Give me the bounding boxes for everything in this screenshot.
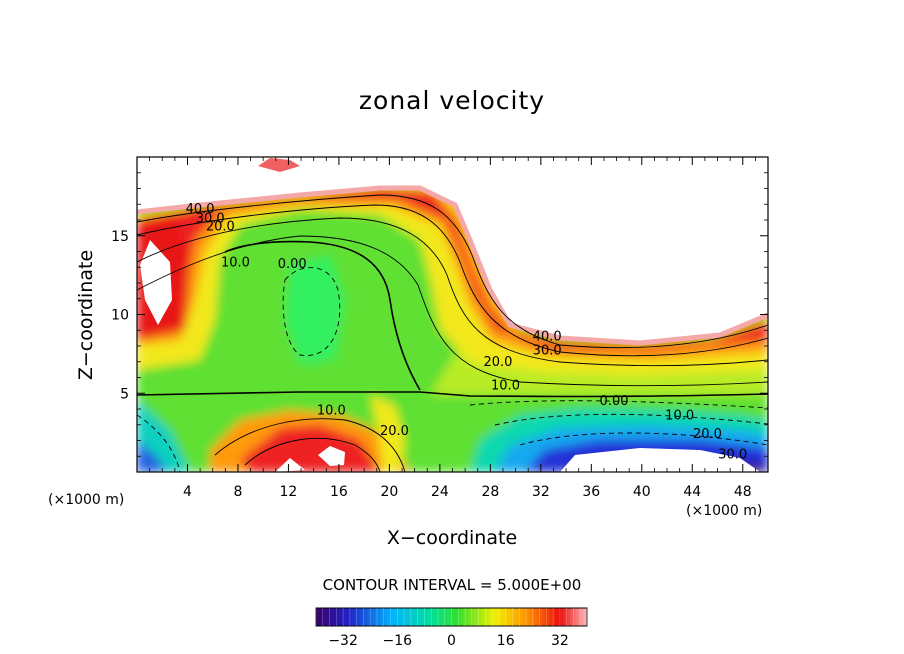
y-axis-ticks: 5 10 15 [111,172,768,457]
field-core [285,255,345,365]
mask-left [140,240,172,325]
y-tick-label: 5 [120,386,129,402]
field-red [137,188,768,352]
colorbar-tick-label: 0 [447,633,456,649]
colorbar-tick-label: −32 [328,633,358,649]
contour-line-30 [137,204,768,357]
contour-line-neg20 [494,413,768,426]
contour-line-lower-20 [244,437,381,472]
contour-label: 10.0 [221,256,250,271]
contour-label: 20.0 [693,427,722,442]
colorbar-tick-label: −16 [383,633,413,649]
field-yellow [137,185,768,375]
contour-label: 20.0 [206,219,235,234]
contour-labels: 40.030.020.010.0 0.0010.020.010.020.030.0… [186,202,748,463]
x-tick-label: 40 [633,484,651,500]
field-edge [137,185,768,346]
contour-label: 30.0 [718,448,747,463]
x-tick-label: 12 [280,484,298,500]
mask-top [137,157,768,343]
mask-small-1 [275,458,305,472]
x-tick-label: 44 [683,484,701,500]
contour-label: 30.0 [196,211,225,226]
x-tick-label: 36 [582,484,600,500]
contour-line-40 [137,194,768,349]
contour-label: 20.0 [483,355,512,370]
x-unit-left: (×1000 m) [48,492,125,508]
contour-lines [137,194,768,472]
contour-label: 10.0 [665,408,694,423]
x-tick-label: 4 [183,484,192,500]
contour-label: 40.0 [533,330,562,345]
contour-label: 30.0 [533,344,562,359]
colorbar-ticks: −32 −16 0 16 32 [315,608,588,649]
mask-small-2 [318,446,345,466]
contour-line-left-neg [137,414,181,472]
y-tick-label: 10 [111,308,129,324]
contour-label: 0.00 [600,394,629,409]
contour-label: 10.0 [491,378,520,393]
x-axis-ticks: 4 8 12 16 20 24 28 32 36 40 44 48 [149,157,756,500]
y-axis-label: Z−coordinate [75,249,97,381]
field-red-lower [240,425,380,472]
x-tick-label: 32 [532,484,550,500]
contour-interval: CONTOUR INTERVAL = 5.000E+00 [322,576,582,594]
x-tick-label: 16 [330,484,348,500]
colorbar-tick-label: 32 [551,633,569,649]
x-unit-right: (×1000 m) [686,503,763,519]
x-tick-label: 28 [481,484,499,500]
x-tick-label: 20 [380,484,398,500]
contour-field: 40.030.020.010.0 0.0010.020.010.020.030.0… [137,157,768,472]
contour-label: 20.0 [380,424,409,439]
x-tick-label: 24 [431,484,449,500]
colorbar-tick-label: 16 [497,633,515,649]
colorbar [315,607,588,627]
x-axis-label: X−coordinate [386,527,518,549]
contour-line-lower-10 [214,418,406,472]
mask-bottom-right [560,448,760,472]
y-tick-label: 15 [111,229,129,245]
contour-label: 40.0 [186,202,215,217]
contour-label: 0.00 [278,257,307,272]
chart-title: zonal velocity [358,86,546,115]
x-tick-label: 8 [233,484,242,500]
contour-line-neg10 [469,400,768,409]
field-blue-left [137,440,165,472]
field-top-blob [258,158,300,172]
x-tick-label: 48 [734,484,752,500]
contour-label: 10.0 [317,404,346,419]
contour-line-core [282,267,341,356]
contour-line-0-upper [224,240,421,391]
contour-line-20 [137,217,768,367]
contour-line-0-lower [137,391,768,398]
